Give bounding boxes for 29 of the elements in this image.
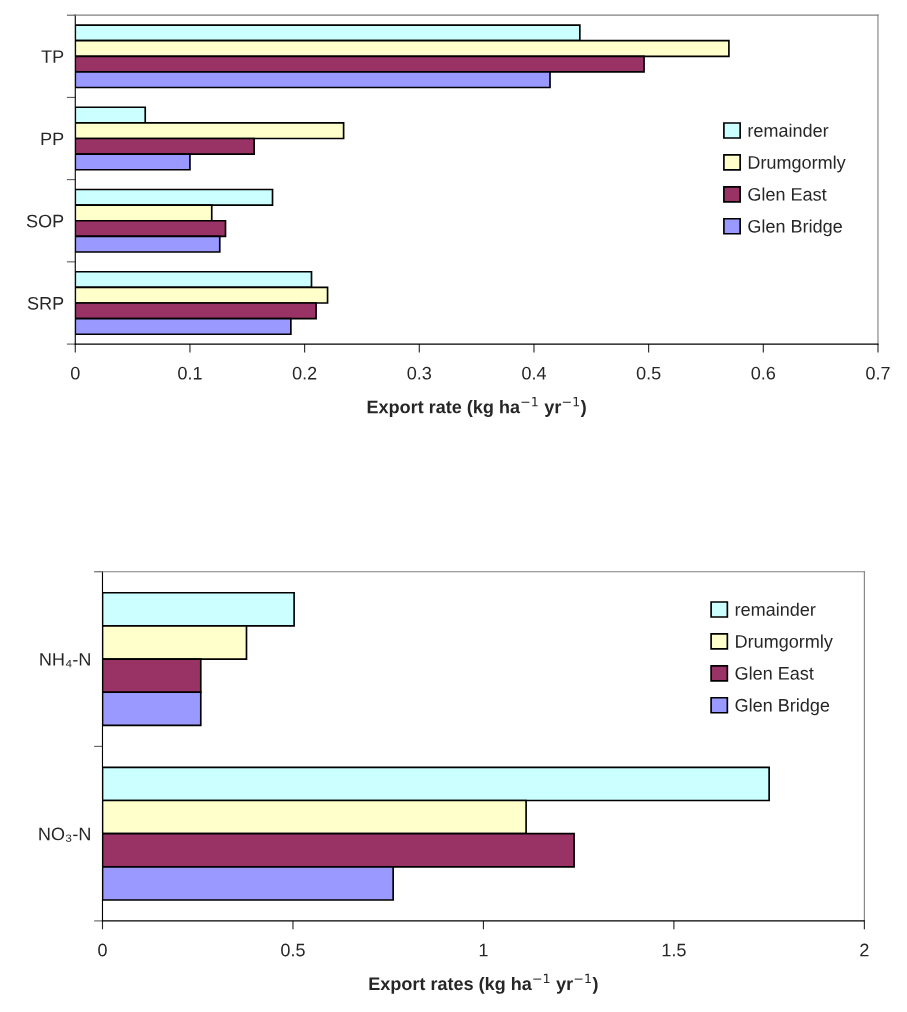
legend-label: Glen Bridge (748, 219, 842, 237)
y-tick-label: NO₃-N (39, 827, 90, 842)
y-tick-label: PP (41, 132, 64, 146)
x-tick-label: 0.4 (522, 366, 546, 380)
legend-label: Glen East (735, 666, 814, 680)
legend-label: remainder (735, 602, 816, 616)
x-axis-title: Export rates (kg ha$^{−1}$ yr$^{−1}$) (369, 973, 598, 994)
x-axis-title: Export rate (kg ha$^{−1}$ yr$^{−1}$) (367, 397, 586, 417)
x-tick-label: 0.3 (407, 366, 432, 380)
legend-label: Glen Bridge (735, 698, 830, 716)
x-tick-label: 0.5 (636, 366, 661, 380)
y-tick-label: SOP (26, 214, 64, 228)
x-tick-label: 0 (98, 943, 107, 957)
x-tick-label: 0 (70, 366, 80, 380)
x-tick-label: 0.6 (751, 366, 776, 380)
x-tick-label: 2 (860, 943, 869, 957)
x-tick-label: 0.7 (866, 366, 890, 380)
legend-label: Glen East (748, 187, 827, 201)
y-tick-label: SRP (27, 296, 64, 310)
x-tick-label: 0.5 (281, 943, 305, 957)
legend-label: Drumgormly (736, 634, 833, 652)
x-tick-label: 0.1 (178, 366, 202, 380)
y-tick-label: TP (41, 50, 64, 63)
x-tick-label: 1 (479, 943, 488, 957)
x-tick-label: 0.2 (292, 366, 317, 380)
x-tick-label: 1.5 (662, 943, 686, 957)
legend-label: remainder (748, 123, 829, 137)
legend-label: Drumgormly (748, 155, 846, 173)
y-tick-label: NH₄-N (40, 653, 90, 668)
